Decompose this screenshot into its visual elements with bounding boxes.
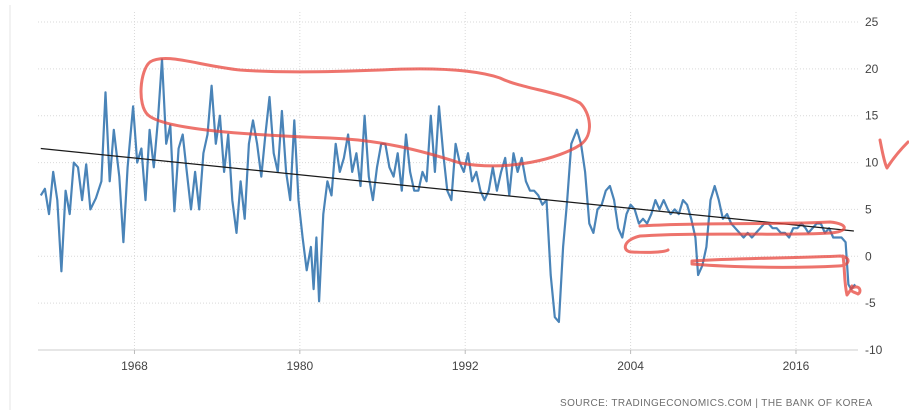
trend-line	[40, 147, 854, 232]
hand-drawn-annotations	[139, 57, 909, 297]
y-tick-label: 0	[865, 249, 872, 263]
gridlines	[38, 12, 858, 351]
annotation-loop-top	[139, 57, 591, 168]
y-tick-label: 10	[865, 156, 879, 170]
x-axis-ticks: 1968 1980 1992 2004 2016	[121, 350, 810, 373]
series-line	[39, 58, 857, 323]
y-tick-label: 5	[865, 202, 872, 216]
x-tick-label: 1980	[286, 359, 313, 373]
x-tick-label: 1992	[452, 359, 479, 373]
y-tick-label: -5	[865, 296, 876, 310]
y-tick-label: 20	[865, 62, 879, 76]
x-tick-label: 2016	[783, 359, 810, 373]
y-tick-label: -10	[865, 343, 883, 357]
annotation-check-mark	[878, 138, 909, 170]
x-tick-label: 1968	[121, 359, 148, 373]
y-tick-label: 15	[865, 109, 879, 123]
x-tick-label: 2004	[617, 359, 644, 373]
annotation-loop-mid	[623, 220, 846, 254]
y-axis-ticks: 25 20 15 10 5 0 -5 -10	[865, 15, 883, 357]
axes	[9, 5, 858, 410]
annotation-loop-low	[690, 254, 850, 269]
source-credit: SOURCE: TRADINGECONOMICS.COM | THE BANK …	[560, 398, 873, 409]
annotation-mark-end	[841, 254, 862, 297]
y-tick-label: 25	[865, 15, 879, 29]
